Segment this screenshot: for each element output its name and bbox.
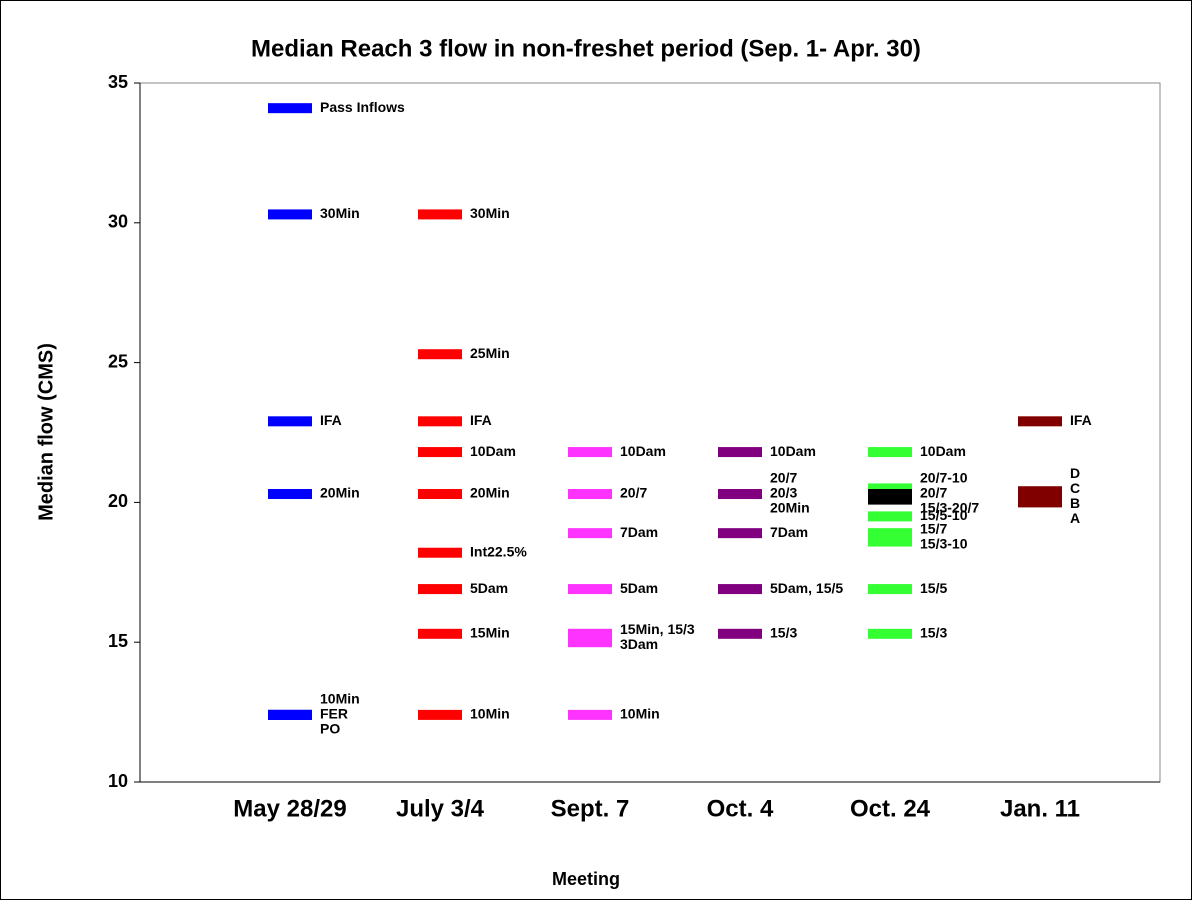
flow-dash (268, 103, 312, 114)
flow-label: 7Dam (620, 524, 658, 540)
flow-dash (568, 709, 612, 720)
y-tick-label: 20 (108, 491, 128, 511)
flow-label: 15/3 (770, 625, 797, 641)
y-tick-label: 10 (108, 771, 128, 791)
flow-dash (418, 628, 462, 639)
flow-label: 10Min (470, 706, 510, 722)
x-tick-label: Oct. 4 (707, 795, 774, 822)
y-tick-label: 25 (108, 351, 128, 371)
flow-label: 10Dam (920, 443, 966, 459)
flow-dash (1018, 416, 1062, 427)
flow-dash (868, 584, 912, 595)
flow-dash (418, 416, 462, 427)
x-tick-label: Jan. 11 (1000, 795, 1080, 822)
flow-dash (718, 447, 762, 458)
flow-label: 30Min (470, 205, 510, 221)
flow-label: 5Dam, 15/5 (770, 580, 843, 596)
flow-label: 10Dam (470, 443, 516, 459)
flow-label: B (1070, 495, 1080, 511)
flow-dash (568, 489, 612, 500)
flow-dash (568, 447, 612, 458)
flow-dash (868, 494, 912, 505)
flow-label: 20/7-10 (920, 470, 968, 486)
flow-dash (268, 416, 312, 427)
flow-dash (418, 584, 462, 595)
flow-label: 15/3-10 (920, 536, 968, 552)
flow-label: 10Min (620, 706, 660, 722)
flow-dash (418, 447, 462, 458)
flow-label: 15/3-20/7 (920, 500, 979, 516)
flow-dash (268, 489, 312, 500)
flow-label: 15/5-10 (920, 507, 968, 523)
flow-dash (718, 489, 762, 500)
flow-label: 7Dam (770, 524, 808, 540)
flow-dash (868, 483, 912, 494)
flow-label: 15/5 (920, 580, 947, 596)
x-tick-label: Oct. 24 (850, 795, 931, 822)
flow-dash (418, 547, 462, 558)
flow-dash (418, 709, 462, 720)
y-axis-label: Median flow (CMS) (35, 343, 57, 521)
flow-dash (568, 584, 612, 595)
flow-dash (868, 628, 912, 639)
flow-dash (868, 536, 912, 547)
flow-label: FER (320, 706, 348, 722)
flow-dash (418, 209, 462, 220)
flow-label: 20/3 (770, 485, 797, 501)
flow-label: IFA (320, 412, 342, 428)
flow-dash (718, 528, 762, 539)
flow-label: 15Min (470, 625, 510, 641)
flow-label: 20/7 (770, 470, 797, 486)
x-tick-label: Sept. 7 (551, 795, 630, 822)
plot-area (139, 82, 1161, 783)
flow-label: IFA (470, 412, 492, 428)
x-tick-label: July 3/4 (396, 795, 485, 822)
flow-label: C (1070, 480, 1080, 496)
flow-dash (418, 349, 462, 360)
flow-dash (418, 489, 462, 500)
flow-dash (718, 584, 762, 595)
flow-label: 15/3 (920, 625, 947, 641)
flow-dash (568, 637, 612, 648)
flow-label: 10Min (320, 691, 360, 707)
flow-dash (1018, 497, 1062, 508)
flow-dash (568, 528, 612, 539)
y-tick-label: 15 (108, 631, 128, 651)
flow-label: A (1070, 510, 1080, 526)
flow-label: Pass Inflows (320, 99, 405, 115)
x-tick-label: May 28/29 (233, 795, 346, 822)
y-tick-label: 30 (108, 212, 128, 232)
flow-label: PO (320, 721, 340, 737)
flow-dash (1018, 489, 1062, 500)
flow-dash (868, 447, 912, 458)
flow-label: 20Min (320, 485, 360, 501)
flow-label: 20Min (770, 500, 810, 516)
flow-dash (868, 489, 912, 500)
flow-label: 30Min (320, 205, 360, 221)
flow-label: 15Min, 15/3 (620, 621, 695, 637)
flow-dash (568, 628, 612, 639)
flow-dash (268, 709, 312, 720)
x-axis-label: Meeting (552, 869, 620, 889)
flow-label: 20/7 (620, 485, 647, 501)
flow-label: 15/7 (920, 521, 947, 537)
flow-dash (868, 528, 912, 539)
flow-label: 25Min (470, 345, 510, 361)
flow-label: Int22.5% (470, 543, 527, 559)
flow-label: IFA (1070, 412, 1092, 428)
flow-label: 5Dam (620, 580, 658, 596)
flow-dash (718, 628, 762, 639)
flow-label: 10Dam (620, 443, 666, 459)
flow-label: 20Min (470, 485, 510, 501)
flow-dash (268, 209, 312, 220)
flow-label: 3Dam (620, 636, 658, 652)
flow-label: 5Dam (470, 580, 508, 596)
chart-title: Median Reach 3 flow in non-freshet perio… (251, 35, 921, 62)
flow-label: D (1070, 465, 1080, 481)
y-tick-label: 35 (108, 72, 128, 92)
flow-label: 20/7 (920, 485, 947, 501)
flow-dash (868, 511, 912, 522)
flow-label: 10Dam (770, 443, 816, 459)
